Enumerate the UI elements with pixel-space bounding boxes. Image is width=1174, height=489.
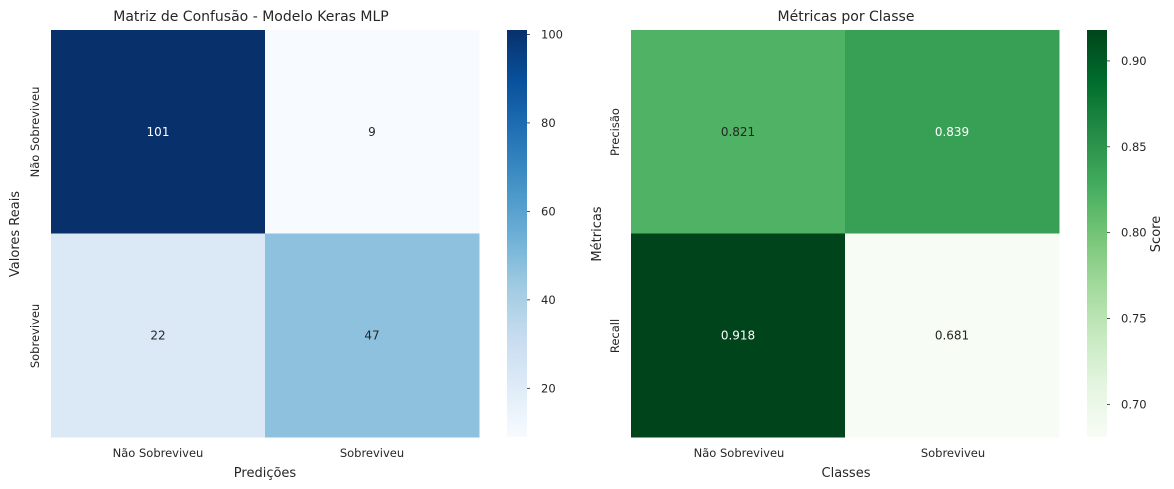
y-tick-label: Precisão — [608, 108, 622, 156]
colorbar-tick-label: 20 — [541, 381, 556, 395]
y-tick-label: Recall — [608, 319, 622, 353]
colorbar-tick-label: 0.80 — [1121, 226, 1147, 240]
colorbar-tick-label: 0.70 — [1121, 397, 1147, 411]
x-tick-label: Sobreviveu — [921, 446, 985, 460]
heatmap-cell — [51, 30, 266, 234]
colorbar-tick-label: 0.75 — [1121, 312, 1147, 326]
metrics-chart: Métricas por Classe 0.821 0.839 0.918 0.681… — [590, 9, 1164, 481]
metrics-colorbar: 0.70 0.75 0.80 0.85 0.90 Score — [1087, 30, 1164, 437]
metrics-title: Métricas por Classe — [778, 9, 915, 25]
heatmap-cell — [51, 233, 266, 438]
colorbar-tick-label: 40 — [541, 293, 556, 307]
colorbar-tick-label: 60 — [541, 204, 556, 218]
colorbar-tick-label: 80 — [541, 116, 556, 130]
cell-value-label: 0.681 — [935, 328, 969, 342]
cell-value-label: 101 — [147, 125, 170, 139]
cell-value-label: 0.821 — [721, 125, 755, 139]
colorbar-ticks: 20 40 60 80 100 — [527, 27, 563, 395]
confusion-matrix-cells: 101 9 22 47 — [51, 30, 480, 438]
metrics-y-ticks: Precisão Recall — [608, 108, 622, 353]
colorbar-gradient — [1087, 30, 1107, 437]
colorbar-tick-label: 100 — [541, 27, 563, 41]
heatmap-cell — [631, 30, 846, 234]
metrics-ylabel: Métricas — [590, 206, 605, 261]
heatmap-cell — [845, 30, 1060, 234]
heatmap-cell — [265, 233, 480, 438]
cell-value-label: 0.839 — [935, 125, 969, 139]
confusion-matrix-colorbar: 20 40 60 80 100 — [507, 27, 563, 437]
cell-value-label: 0.918 — [721, 328, 755, 342]
colorbar-ticks: 0.70 0.75 0.80 0.85 0.90 — [1107, 54, 1147, 411]
heatmap-cell — [631, 233, 846, 438]
x-tick-label: Não Sobreviveu — [694, 446, 785, 460]
metrics-xlabel: Classes — [822, 466, 871, 481]
metrics-x-ticks: Não Sobreviveu Sobreviveu — [694, 446, 986, 460]
heatmap-cell — [845, 233, 1060, 438]
confusion-matrix-y-ticks: Não Sobreviveu Sobreviveu — [28, 87, 42, 369]
confusion-matrix-xlabel: Predições — [234, 466, 297, 481]
colorbar-tick-label: 0.90 — [1121, 54, 1147, 68]
confusion-matrix-chart: Matriz de Confusão - Modelo Keras MLP 10… — [8, 9, 563, 481]
colorbar-label: Score — [1149, 216, 1164, 252]
confusion-matrix-ylabel: Valores Reais — [8, 191, 23, 277]
y-tick-label: Não Sobreviveu — [28, 87, 42, 178]
y-tick-label: Sobreviveu — [28, 304, 42, 368]
heatmap-cell — [265, 30, 480, 234]
colorbar-gradient — [507, 30, 527, 437]
cell-value-label: 22 — [150, 328, 165, 342]
metrics-cells: 0.821 0.839 0.918 0.681 — [631, 30, 1060, 438]
cell-value-label: 47 — [364, 328, 379, 342]
x-tick-label: Sobreviveu — [340, 446, 404, 460]
cell-value-label: 9 — [368, 125, 376, 139]
colorbar-tick-label: 0.85 — [1121, 140, 1147, 154]
confusion-matrix-title: Matriz de Confusão - Modelo Keras MLP — [113, 9, 389, 25]
x-tick-label: Não Sobreviveu — [113, 446, 204, 460]
confusion-matrix-x-ticks: Não Sobreviveu Sobreviveu — [113, 446, 405, 460]
